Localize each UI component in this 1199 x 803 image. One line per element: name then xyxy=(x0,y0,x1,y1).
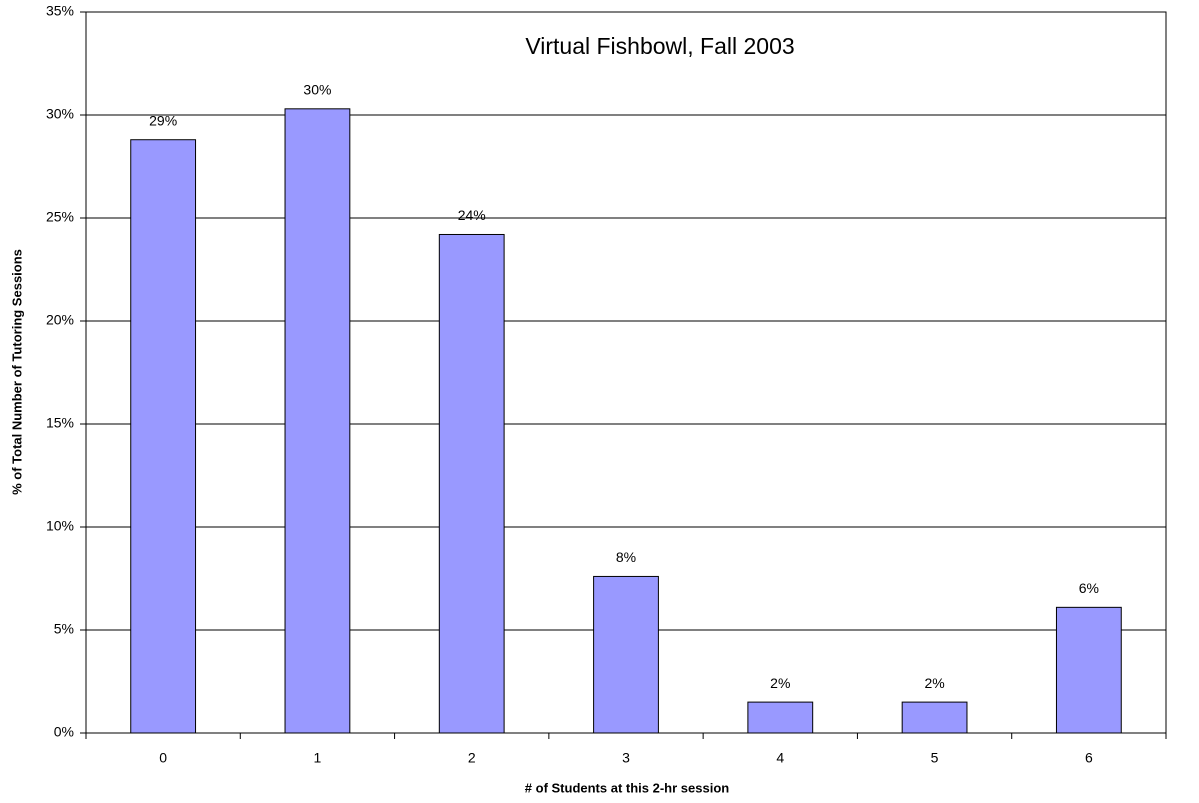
data-label: 6% xyxy=(1079,580,1099,596)
bar xyxy=(747,701,814,734)
y-tick-label: 5% xyxy=(54,621,74,637)
data-label: 30% xyxy=(303,82,331,98)
data-label: 8% xyxy=(616,549,636,565)
data-label: 24% xyxy=(458,207,486,223)
bar xyxy=(901,701,968,734)
y-tick-label: 20% xyxy=(46,312,74,328)
x-tick-label: 6 xyxy=(1085,750,1093,766)
x-axis-label: # of Students at this 2-hr session xyxy=(525,780,729,795)
chart-title: Virtual Fishbowl, Fall 2003 xyxy=(525,33,794,59)
x-tick-label: 0 xyxy=(159,750,167,766)
data-label: 2% xyxy=(924,675,944,691)
y-tick-label: 0% xyxy=(54,724,74,740)
data-label: 2% xyxy=(770,675,790,691)
bar xyxy=(284,108,351,734)
y-tick-label: 35% xyxy=(46,3,74,19)
x-tick-label: 1 xyxy=(314,750,322,766)
y-axis-label: % of Total Number of Tutoring Sessions xyxy=(9,249,24,495)
x-tick-label: 2 xyxy=(468,750,476,766)
y-tick-label: 15% xyxy=(46,415,74,431)
bar xyxy=(1055,606,1122,734)
x-tick-label: 5 xyxy=(931,750,939,766)
x-tick-label: 4 xyxy=(776,750,784,766)
data-label: 29% xyxy=(149,112,177,128)
bar xyxy=(593,575,659,734)
y-tick-label: 25% xyxy=(46,209,74,225)
y-tick-label: 30% xyxy=(46,106,74,122)
bar xyxy=(438,233,505,734)
y-tick-label: 10% xyxy=(46,518,74,534)
bar xyxy=(130,139,197,734)
x-tick-label: 3 xyxy=(622,750,630,766)
